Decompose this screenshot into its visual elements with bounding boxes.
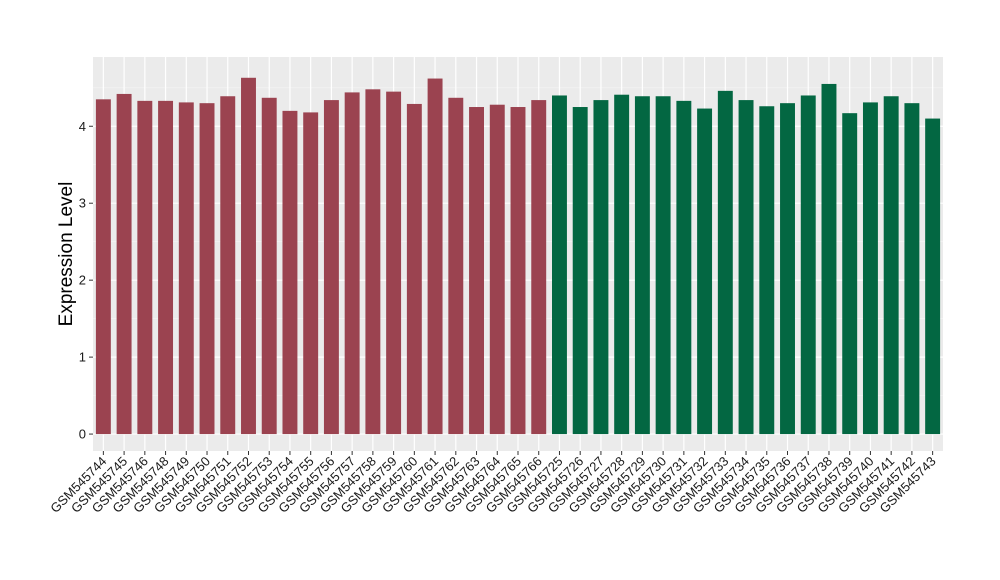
- bar-GSM545736: [780, 103, 795, 435]
- bar-GSM545752: [241, 77, 256, 435]
- y-axis-title: Expression Level: [56, 182, 77, 327]
- bar-GSM545749: [178, 102, 194, 435]
- bar-GSM545732: [697, 108, 713, 435]
- bar-GSM545756: [323, 100, 339, 435]
- y-axis-ticks: 0 1 2 3 4: [79, 119, 93, 442]
- y-tick-label: 0: [79, 427, 86, 442]
- bar-GSM545738: [821, 83, 837, 435]
- bar-GSM545754: [282, 110, 298, 435]
- bar-GSM545750: [199, 103, 215, 435]
- bar-GSM545725: [552, 95, 567, 435]
- bar-GSM545730: [655, 96, 671, 435]
- bar-GSM545761: [427, 78, 443, 435]
- bar-GSM545755: [303, 112, 319, 435]
- bar-GSM545735: [759, 106, 775, 435]
- bar-GSM545759: [386, 91, 402, 435]
- bar-GSM545743: [925, 118, 941, 435]
- bar-GSM545760: [406, 103, 422, 435]
- bars: [95, 77, 941, 435]
- bar-GSM545751: [220, 96, 236, 435]
- bar-GSM545753: [261, 97, 277, 435]
- bar-GSM545728: [614, 94, 630, 435]
- x-axis-ticks: GSM545744GSM545745GSM545746GSM545748GSM5…: [47, 451, 939, 516]
- bar-GSM545766: [531, 100, 547, 435]
- bar-GSM545742: [904, 103, 920, 435]
- bar-GSM545734: [738, 100, 754, 435]
- bar-GSM545739: [842, 113, 858, 435]
- y-tick-label: 4: [79, 119, 86, 134]
- bar-GSM545757: [344, 92, 360, 435]
- bar-GSM545729: [634, 96, 650, 435]
- bar-GSM545726: [572, 107, 588, 435]
- bar-GSM545733: [717, 90, 733, 435]
- bar-GSM545741: [883, 96, 899, 435]
- y-tick-label: 1: [79, 350, 86, 365]
- bar-GSM545748: [158, 100, 174, 435]
- bar-GSM545727: [593, 100, 609, 435]
- bar-GSM545763: [469, 107, 484, 435]
- y-tick-label: 3: [79, 196, 86, 211]
- bar-GSM545731: [676, 100, 692, 435]
- bar-GSM545764: [489, 104, 505, 435]
- bar-GSM545746: [137, 100, 153, 435]
- bar-GSM545758: [365, 89, 381, 435]
- bar-GSM545740: [862, 102, 878, 435]
- bar-GSM545765: [510, 107, 526, 435]
- bar-GSM545762: [448, 97, 464, 435]
- y-tick-label: 2: [79, 273, 86, 288]
- bar-GSM545737: [800, 95, 816, 435]
- bar-GSM545745: [116, 93, 132, 435]
- bar-GSM545744: [95, 99, 111, 435]
